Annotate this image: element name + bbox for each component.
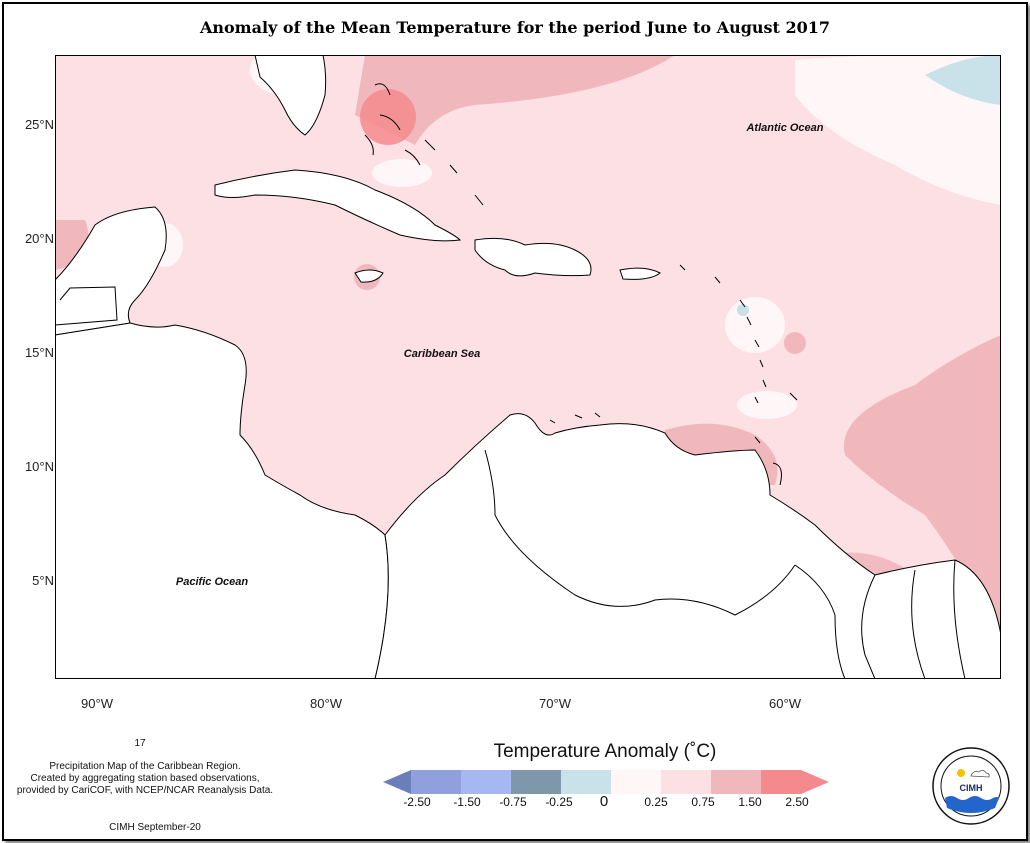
land-yucatan: [55, 206, 167, 336]
cb-label-8: 2.50: [785, 795, 809, 809]
legend-title: Temperature Anomaly (˚C): [493, 741, 717, 762]
warm-anomaly-leewards: [784, 332, 806, 354]
lat-tick-25n: 25°N: [24, 117, 54, 132]
cool-anomaly-atlantic: [925, 55, 1001, 105]
land-abc-islands: [549, 412, 601, 424]
label-atlantic-ocean: Atlantic Ocean: [745, 122, 823, 134]
neutral-anomaly-windwards: [737, 391, 797, 419]
sun-icon: [957, 769, 965, 777]
cool-anomaly-guadeloupe: [737, 304, 749, 316]
color-bar-seg-2: [461, 770, 511, 794]
land-country-borders: [484, 449, 966, 679]
cb-label-3: -0.25: [545, 795, 573, 809]
land-mexico-border: [55, 286, 118, 326]
lat-tick-20n: 20°N: [24, 231, 54, 246]
land-bahamas: [364, 83, 484, 206]
neutral-anomaly-cuba-north: [372, 159, 432, 187]
color-bar-seg-5: [611, 770, 661, 794]
logo-text: CIMH: [960, 783, 983, 793]
neutral-anomaly-antilles: [725, 297, 785, 353]
cb-label-4: 0: [599, 793, 609, 810]
lon-tick-90w: 90°W: [81, 696, 113, 711]
lat-tick-15n: 15°N: [24, 345, 54, 360]
land-lesser-antilles: [679, 264, 798, 486]
label-pacific-ocean: Pacific Ocean: [176, 576, 248, 588]
cloud-icon: [970, 769, 990, 778]
cimh-logo: CIMH: [932, 747, 1010, 825]
land-puerto-rico: [619, 267, 661, 280]
land-south-america: [374, 413, 1001, 679]
lon-tick-70w: 70°W: [539, 696, 571, 711]
description-line-2: Created by aggregating station based obs…: [30, 773, 260, 784]
label-caribbean-sea: Caribbean Sea: [404, 348, 480, 360]
color-bar-seg-9: [801, 770, 829, 794]
description-line-1: Precipitation Map of the Caribbean Regio…: [49, 761, 241, 772]
lon-tick-80w: 80°W: [310, 696, 342, 711]
map-title: Anomaly of the Mean Temperature for the …: [199, 18, 831, 37]
map-border: [55, 55, 1001, 679]
color-bar-seg-8: [761, 770, 801, 794]
warm-anomaly-east: [843, 335, 1001, 635]
description-line-3: provided by CariCOF, with NCEP/NCAR Rean…: [16, 785, 274, 796]
lon-tick-60w: 60°W: [769, 696, 801, 711]
color-bar-seg-4: [561, 770, 611, 794]
color-bar: [383, 770, 829, 794]
wave-icon: [945, 796, 999, 813]
neutral-anomaly-atlantic: [795, 55, 1001, 205]
color-bar-seg-3: [511, 770, 561, 794]
color-bar-seg-7: [711, 770, 761, 794]
cb-label-6: 0.75: [691, 795, 715, 809]
cb-label-7: 1.50: [738, 795, 762, 809]
cb-label-1: -1.50: [453, 795, 481, 809]
color-bar-seg-1: [411, 770, 461, 794]
lat-tick-10n: 10°N: [24, 459, 54, 474]
land-florida: [254, 55, 327, 136]
lat-tick-5n: 5°N: [32, 573, 54, 588]
anomaly-map: Atlantic Ocean Caribbean Sea Pacific Oce…: [55, 55, 1001, 679]
land-jamaica: [354, 269, 384, 283]
color-bar-seg-6: [661, 770, 711, 794]
page-number: 17: [134, 738, 146, 749]
credit-text: CIMH September-20: [109, 822, 201, 833]
warm-anomaly-north: [355, 55, 675, 145]
cb-label-0: -2.50: [403, 795, 431, 809]
color-bar-seg-0: [383, 770, 411, 794]
land-cuba: [214, 169, 462, 242]
land-hispaniola: [474, 237, 592, 277]
cb-label-2: -0.75: [499, 795, 527, 809]
cb-label-5: 0.25: [644, 795, 668, 809]
